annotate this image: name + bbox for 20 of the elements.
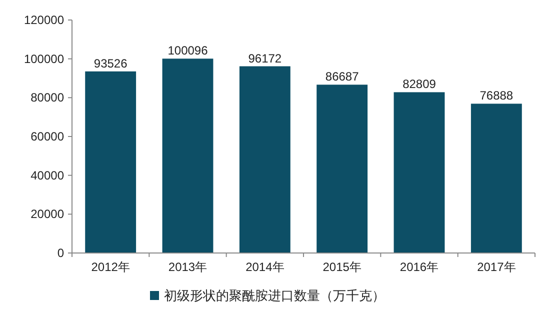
data-label: 93526: [94, 56, 128, 70]
y-tick-label: 60000: [30, 130, 64, 144]
y-tick-label: 80000: [30, 90, 64, 105]
y-tick-label: 120000: [24, 13, 64, 27]
legend-label: 初级形状的聚酰胺进口数量（万千克）: [164, 288, 385, 303]
data-label: 86687: [325, 70, 360, 84]
x-tick-label: 2012年: [91, 260, 130, 274]
data-label: 82809: [402, 77, 436, 92]
data-label: 100096: [168, 44, 208, 58]
y-tick-label: 20000: [30, 207, 64, 222]
x-tick-label: 2015年: [322, 260, 362, 274]
x-tick-label: 2016年: [400, 260, 439, 274]
data-label: 76888: [480, 88, 514, 103]
y-tick-label: 0: [57, 246, 64, 260]
y-tick-label: 100000: [24, 52, 64, 66]
x-tick-label: 2017年: [477, 260, 516, 274]
y-tick-label: 40000: [30, 168, 64, 182]
x-tick-label: 2013年: [168, 260, 208, 274]
x-tick-label: 2014年: [246, 260, 284, 274]
data-label: 96172: [248, 51, 282, 66]
